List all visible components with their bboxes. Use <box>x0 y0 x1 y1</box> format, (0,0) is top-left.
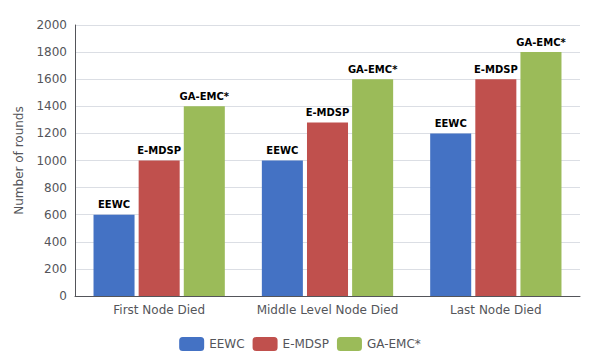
svg-text:0: 0 <box>59 289 67 303</box>
svg-text:First Node Died: First Node Died <box>113 303 205 317</box>
svg-text:400: 400 <box>44 235 67 249</box>
svg-text:1400: 1400 <box>36 99 67 113</box>
svg-text:E-MDSP: E-MDSP <box>306 107 350 118</box>
svg-text:GA-EMC*: GA-EMC* <box>367 337 421 351</box>
svg-text:EEWC: EEWC <box>209 337 244 351</box>
svg-text:Last Node Died: Last Node Died <box>450 303 542 317</box>
svg-text:EEWC: EEWC <box>98 199 130 210</box>
svg-text:EEWC: EEWC <box>266 145 298 156</box>
svg-text:EEWC: EEWC <box>435 118 467 129</box>
svg-text:E-MDSP: E-MDSP <box>474 64 518 75</box>
svg-text:1600: 1600 <box>36 72 67 86</box>
svg-text:Number of rounds: Number of rounds <box>12 106 26 215</box>
svg-text:600: 600 <box>44 208 67 222</box>
svg-text:GA-EMC*: GA-EMC* <box>348 64 398 75</box>
svg-text:2000: 2000 <box>36 18 67 32</box>
svg-text:E-MDSP: E-MDSP <box>283 337 329 351</box>
svg-text:Middle Level Node Died: Middle Level Node Died <box>257 303 399 317</box>
svg-text:E-MDSP: E-MDSP <box>137 145 181 156</box>
svg-text:1800: 1800 <box>36 45 67 59</box>
svg-text:GA-EMC*: GA-EMC* <box>516 37 566 48</box>
svg-text:1000: 1000 <box>36 154 67 168</box>
svg-text:800: 800 <box>44 181 67 195</box>
svg-text:GA-EMC*: GA-EMC* <box>180 91 230 102</box>
svg-text:1200: 1200 <box>36 126 67 140</box>
svg-text:200: 200 <box>44 262 67 276</box>
